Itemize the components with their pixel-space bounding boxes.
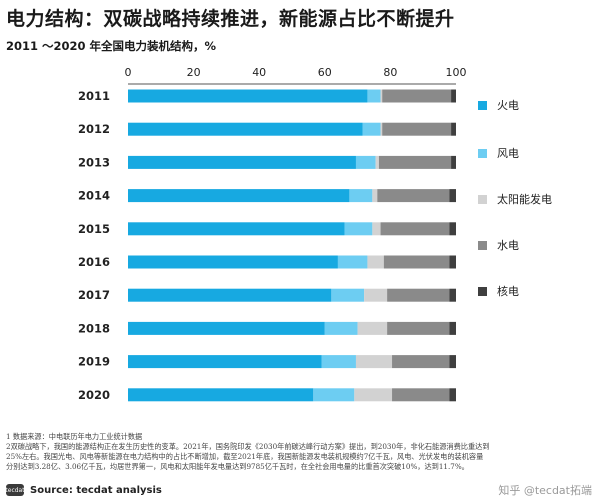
category-label-2018: 2018 xyxy=(78,321,110,335)
legend-swatch xyxy=(478,286,487,296)
legend-label: 火电 xyxy=(497,99,519,112)
category-label-2020: 2020 xyxy=(78,388,110,402)
source-text: Source: tecdat analysis xyxy=(30,484,162,496)
bar-segment-2018-0 xyxy=(128,321,325,335)
bar-segment-2017-4 xyxy=(449,288,456,302)
bar-segment-2018-2 xyxy=(357,321,388,335)
bar-segment-2016-0 xyxy=(128,255,338,269)
bar-segment-2014-4 xyxy=(449,189,456,203)
bar-segment-2012-4 xyxy=(451,122,456,136)
x-tick-label: 40 xyxy=(252,66,266,79)
watermark: 知乎 @tecdat拓端 xyxy=(498,484,592,497)
bar-segment-2013-0 xyxy=(128,155,356,169)
bar-segment-2020-2 xyxy=(354,388,393,402)
legend-item: 核电 xyxy=(478,284,519,298)
bar-segment-2016-2 xyxy=(367,255,384,269)
bar-segment-2017-2 xyxy=(364,288,388,302)
bar-segment-2016-1 xyxy=(337,255,368,269)
bar-segment-2012-1 xyxy=(362,122,381,136)
legend-label: 水电 xyxy=(497,239,519,252)
footnote-line: 25%左右。我国光电、风电等新能源在电力结构中的占比不断增加，截至2021年底，… xyxy=(6,452,484,461)
bar-segment-2012-0 xyxy=(128,122,363,136)
x-tick-label: 20 xyxy=(187,66,201,79)
page-title: 电力结构：双碳战略持续推进，新能源占比不断提升 xyxy=(6,8,455,30)
category-label-2011: 2011 xyxy=(78,89,110,103)
category-label-2014: 2014 xyxy=(78,189,110,203)
bar-segment-2018-3 xyxy=(387,321,450,335)
bar-segment-2015-3 xyxy=(380,222,450,236)
bar-segment-2020-3 xyxy=(392,388,450,402)
bar-segment-2012-3 xyxy=(382,122,452,136)
bar-segment-2016-4 xyxy=(449,255,456,269)
bar-segment-2019-4 xyxy=(449,355,456,369)
category-label-2019: 2019 xyxy=(78,355,110,369)
bar-segment-2019-2 xyxy=(355,355,393,369)
legend-label: 太阳能发电 xyxy=(497,193,552,206)
bar-segment-2011-0 xyxy=(128,89,368,103)
x-tick-label: 0 xyxy=(125,66,132,79)
bar-segment-2020-1 xyxy=(313,388,355,402)
chart-subtitle: 2011 ～2020 年全国电力装机结构，% xyxy=(6,39,217,53)
bar-segment-2020-4 xyxy=(449,388,456,402)
legend-label: 核电 xyxy=(497,285,519,298)
legend-item: 水电 xyxy=(478,238,519,252)
bar-segment-2011-4 xyxy=(451,89,456,103)
x-tick-label: 80 xyxy=(383,66,397,79)
source-line: tecdat Source: tecdat analysis xyxy=(5,484,162,496)
bar-segment-2011-1 xyxy=(367,89,381,103)
bar-segment-2014-1 xyxy=(349,189,373,203)
bar-segment-2012-2 xyxy=(380,122,383,136)
bar-segment-2019-1 xyxy=(321,355,356,369)
footnote-line: 2双碳战略下，我国的能源结构正在发生历史性的变革。2021年，国务院印发《203… xyxy=(6,442,490,451)
legend-item: 风电 xyxy=(478,146,519,160)
category-label-2015: 2015 xyxy=(78,222,110,236)
bar-segment-2015-0 xyxy=(128,222,345,236)
x-tick-label: 60 xyxy=(318,66,332,79)
legend-swatch xyxy=(478,194,487,204)
bar-segment-2011-2 xyxy=(380,89,383,103)
footnotes: 1 数据来源：中电联历年电力工业统计数据 2双碳战略下，我国的能源结构正在发生历… xyxy=(6,432,594,472)
bar-segment-2018-1 xyxy=(324,321,358,335)
bar-segment-2013-4 xyxy=(451,155,456,169)
bar-segment-2017-0 xyxy=(128,288,332,302)
legend-swatch xyxy=(478,100,487,110)
bar-segment-2013-3 xyxy=(378,155,452,169)
footnote-line: 1 数据来源：中电联历年电力工业统计数据 xyxy=(6,432,143,441)
bar-segment-2019-0 xyxy=(128,355,322,369)
bar-segment-2014-0 xyxy=(128,189,350,203)
stacked-bar-chart: 0 20 40 60 80 100 2011 2012 2013 2014 2015 2016 201… xyxy=(78,66,467,402)
bar-segment-2017-3 xyxy=(387,288,450,302)
legend-item: 太阳能发电 xyxy=(478,192,552,206)
bar-segment-2016-3 xyxy=(383,255,450,269)
bar-segment-2015-1 xyxy=(344,222,373,236)
x-tick-label: 100 xyxy=(446,66,467,79)
bar-segment-2015-2 xyxy=(372,222,381,236)
category-label-2017: 2017 xyxy=(78,288,110,302)
category-label-2013: 2013 xyxy=(78,155,110,169)
bar-segment-2015-4 xyxy=(449,222,456,236)
category-label-2012: 2012 xyxy=(78,122,110,136)
legend-swatch xyxy=(478,148,487,158)
bar-segment-2017-1 xyxy=(331,288,365,302)
legend-label: 风电 xyxy=(497,147,519,160)
bar-segment-2018-4 xyxy=(449,321,456,335)
tecdat-logo: tecdat xyxy=(5,484,25,496)
bar-segment-2014-2 xyxy=(372,189,378,203)
bar-segment-2019-3 xyxy=(392,355,450,369)
category-label-2016: 2016 xyxy=(78,255,110,269)
bar-segment-2013-1 xyxy=(355,155,376,169)
legend-swatch xyxy=(478,240,487,250)
bar-segment-2011-3 xyxy=(382,89,452,103)
footnote-line: 分别达到3.28亿、3.06亿千瓦，均居世界第一，风电和太阳能年发电量达到978… xyxy=(6,462,469,471)
bar-segment-2020-0 xyxy=(128,388,314,402)
bar-segment-2013-2 xyxy=(375,155,379,169)
bar-segment-2014-3 xyxy=(377,189,450,203)
legend-item: 火电 xyxy=(478,98,519,112)
